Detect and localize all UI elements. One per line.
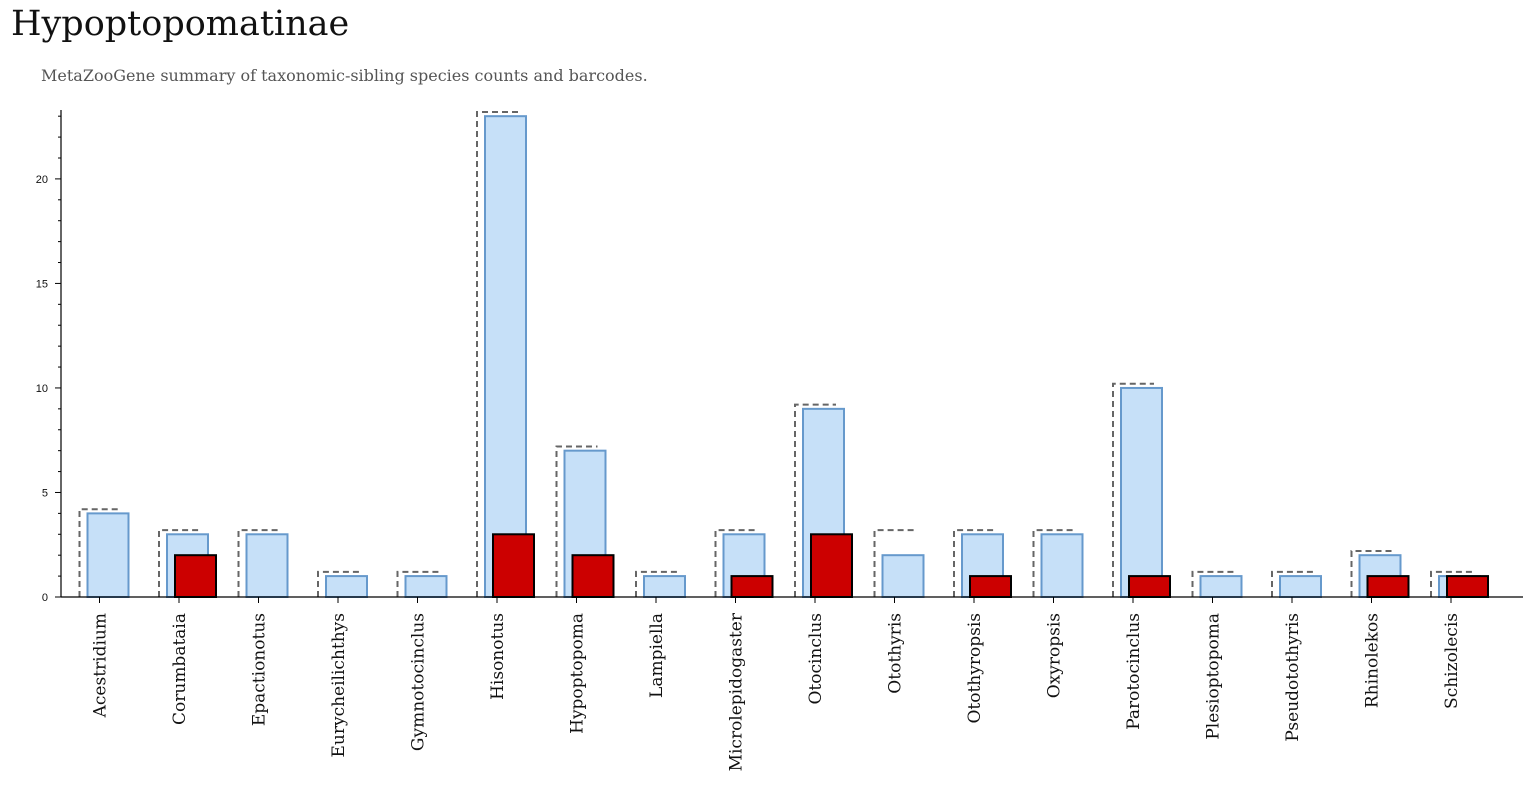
outline-bar-epactionotus (237, 529, 280, 597)
x-tick-label-parotocinclus: Parotocinclus (1124, 613, 1144, 730)
x-tick-label-otothyropsis: Otothyropsis (965, 613, 985, 724)
y-tick-label: 10 (36, 383, 48, 395)
x-tick-label-plesioptopoma: Plesioptopoma (1204, 613, 1224, 740)
barcode-bar-hisonotus (492, 533, 535, 599)
outline-bar-corumbataia (158, 529, 200, 597)
outline-bar-microlepidogaster (714, 529, 757, 597)
barcode-bar-otothyropsis (969, 575, 1012, 599)
barcode-bar-parotocinclus (1128, 575, 1171, 599)
outline-bar-pseudotothyris (1271, 570, 1313, 597)
outline-bar-otothyropsis (953, 529, 995, 597)
chart-title: Hypoptopomatinae (11, 4, 350, 44)
x-tick-label-corumbataia: Corumbataia (170, 613, 190, 725)
barcode-bar-rhinolekos (1366, 575, 1410, 599)
x-tick-label-acestridium: Acestridium (91, 613, 111, 718)
barcode-bar-otocinclus (810, 533, 853, 599)
outline-bar-oxyropsis (1032, 529, 1075, 597)
outline-bar-lampiella (635, 570, 677, 597)
x-tick-label-schizolecis: Schizolecis (1442, 613, 1462, 709)
outline-bar-otothyris (873, 529, 916, 597)
chart-subtitle: MetaZooGene summary of taxonomic-sibling… (41, 66, 648, 85)
outline-bar-plesioptopoma (1191, 570, 1234, 597)
species-bar-acestridium (86, 512, 130, 599)
x-tick-label-hypoptopoma: Hypoptopoma (568, 613, 588, 734)
outline-bar-parotocinclus (1112, 382, 1154, 597)
species-bar-oxyropsis (1040, 533, 1084, 599)
x-tick-label-pseudotothyris: Pseudotothyris (1283, 613, 1303, 742)
outline-bar-eurycheilichthys (317, 570, 359, 597)
x-tick-label-oxyropsis: Oxyropsis (1045, 613, 1065, 698)
species-bar-hisonotus (484, 115, 527, 599)
outline-bar-rhinolekos (1350, 550, 1393, 597)
x-tick-label-otocinclus: Otocinclus (806, 613, 826, 705)
y-tick-label: 5 (42, 487, 48, 499)
species-bar-parotocinclus (1120, 386, 1163, 598)
outline-bar-gymnotocinclus (396, 570, 439, 597)
x-tick-label-gymnotocinclus: Gymnotocinclus (409, 613, 429, 751)
outline-bar-hisonotus (476, 111, 518, 597)
species-bar-eurycheilichthys (325, 575, 368, 599)
species-bar-plesioptopoma (1199, 575, 1243, 599)
outline-bar-hypoptopoma (555, 445, 598, 597)
species-bar-pseudotothyris (1279, 575, 1322, 599)
x-tick-label-hisonotus: Hisonotus (488, 613, 508, 700)
axes-layer: Acestridium Corumbataia Epactionotus Eurych… (36, 110, 1523, 771)
x-tick-label-otothyris: Otothyris (886, 613, 906, 694)
species-bar-gymnotocinclus (404, 575, 448, 599)
x-tick-label-microlepidogaster: Microlepidogaster (727, 612, 747, 771)
species-bar-epactionotus (245, 533, 289, 599)
outline-bar-otocinclus (794, 403, 836, 597)
x-tick-label-lampiella: Lampiella (647, 613, 667, 698)
y-tick-label: 15 (36, 278, 48, 290)
x-tick-label-rhinolekos: Rhinolekos (1363, 613, 1383, 708)
species-bar-otothyris (881, 554, 925, 598)
x-tick-label-eurycheilichthys: Eurycheilichthys (329, 613, 349, 758)
outline-bar-schizolecis (1430, 570, 1472, 597)
barcode-bar-microlepidogaster (730, 575, 774, 599)
bars-layer (78, 111, 1489, 599)
barcode-bar-schizolecis (1446, 575, 1489, 599)
outline-bar-acestridium (78, 508, 121, 597)
x-tick-label-epactionotus: Epactionotus (250, 613, 270, 726)
species-bar-lampiella (643, 575, 686, 599)
y-tick-label: 20 (36, 174, 48, 186)
barcode-bar-hypoptopoma (571, 554, 615, 598)
barcode-bar-corumbataia (174, 554, 217, 598)
y-tick-label: 0 (42, 592, 48, 604)
